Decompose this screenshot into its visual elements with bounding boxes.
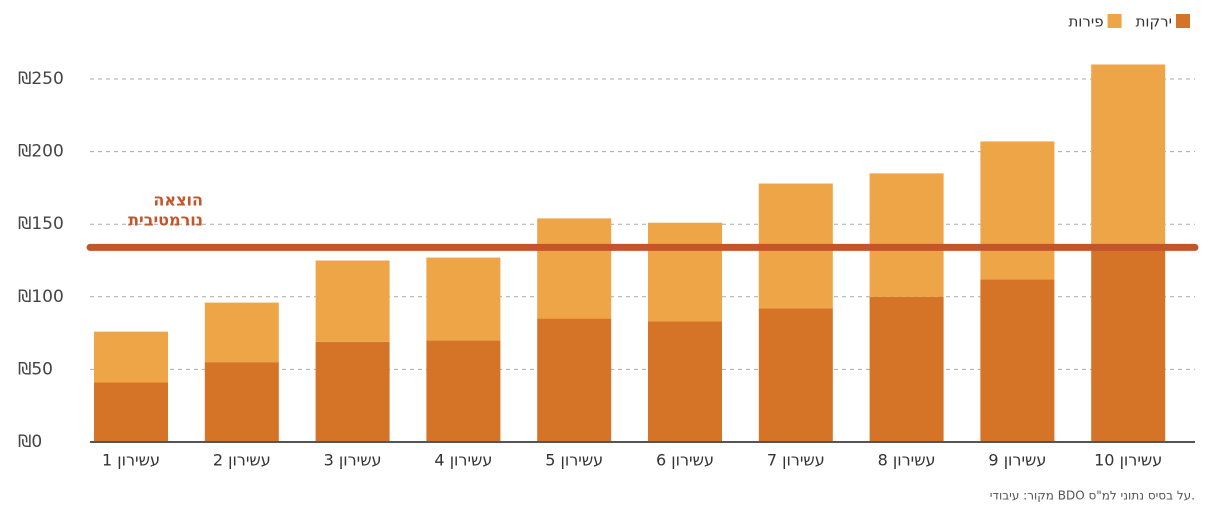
- y-tick-label: ₪50: [18, 359, 53, 379]
- bar-segment: [758, 308, 833, 442]
- bar-segment: [315, 341, 390, 442]
- legend-swatch: [1176, 14, 1190, 28]
- bar-segment: [537, 318, 612, 442]
- bar-segment: [869, 296, 944, 442]
- bar-segment: [94, 382, 168, 442]
- source: מקור: עיבודי BDO על בסיס נתוני למ"ס.: [990, 489, 1195, 503]
- x-tick-label: עשירון 10: [1094, 451, 1162, 470]
- bar-segment: [648, 321, 722, 442]
- bar-segment: [426, 257, 501, 341]
- bar-segment: [1091, 64, 1166, 246]
- x-tick-label: עשירון 3: [324, 451, 382, 470]
- bar-segment: [204, 362, 279, 442]
- bar-segment: [1091, 245, 1166, 442]
- x-tick-label: עשירון 2: [213, 451, 271, 470]
- x-tick-label: עשירון 9: [988, 451, 1046, 470]
- legend-label: פירות: [1068, 13, 1103, 31]
- x-tick-label: עשירון 7: [767, 451, 825, 470]
- y-tick-label: ₪100: [18, 287, 64, 307]
- x-tick-label: עשירון 5: [545, 451, 603, 470]
- bar-segment: [980, 141, 1055, 280]
- bar-segment: [94, 331, 168, 383]
- x-tick-label: עשירון 4: [434, 451, 492, 470]
- bar-segment: [315, 260, 390, 342]
- y-tick-label: ₪250: [18, 69, 64, 89]
- reference-label: נורמטיבית: [128, 211, 203, 230]
- bar-segment: [869, 173, 944, 297]
- y-tick-label: ₪150: [18, 214, 64, 234]
- legend-swatch: [1107, 14, 1122, 28]
- bar-segment: [204, 302, 279, 363]
- bar-segment: [537, 218, 612, 319]
- x-tick-label: עשירון 8: [878, 451, 936, 470]
- bar-segment: [426, 340, 501, 442]
- reference-label: הוצאה: [153, 191, 203, 210]
- bar-segment: [648, 222, 722, 322]
- x-tick-label: עשירון 1: [102, 451, 160, 470]
- x-tick-label: עשירון 6: [656, 451, 714, 470]
- y-tick-label: ₪0: [18, 432, 42, 452]
- y-tick-label: ₪200: [18, 142, 64, 162]
- bar-segment: [980, 279, 1055, 442]
- legend-label: ירקות: [1136, 13, 1172, 31]
